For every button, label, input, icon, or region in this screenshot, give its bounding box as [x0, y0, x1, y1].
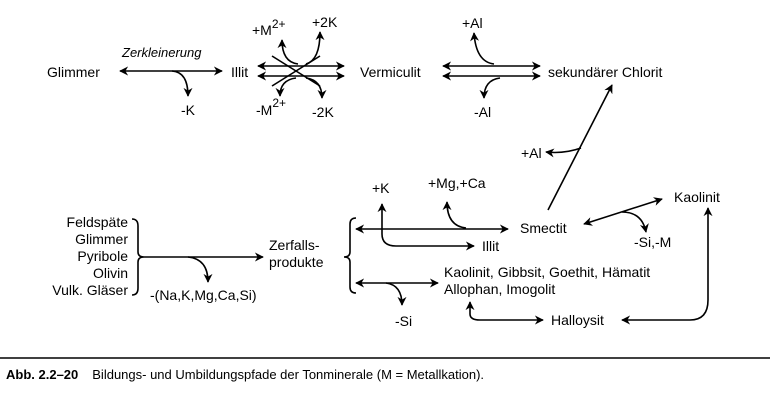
label-kaolinit: Kaolinit	[674, 189, 720, 205]
label-plus-mg-ca: +Mg,+Ca	[428, 175, 486, 191]
source-minerals-list: Feldspäte Glimmer Pyribole Olivin Vulk. …	[52, 214, 128, 298]
label-plus-k: +K	[372, 180, 390, 196]
label-zerfalls-line1: Zerfalls-	[269, 237, 320, 253]
input-plus-2k	[305, 31, 325, 65]
input-plus-m	[277, 39, 299, 65]
arrow-smectit-chlorit	[547, 84, 613, 211]
label-minus-si-m: -Si,-M	[634, 234, 671, 250]
source-mineral: Feldspäte	[67, 214, 129, 230]
label-illit-top: Illit	[231, 64, 248, 80]
branch-minus-k	[171, 70, 193, 97]
source-mineral: Vulk. Gläser	[52, 282, 128, 298]
arrow-to-halloysit	[465, 301, 544, 325]
brace-right-sources	[131, 218, 145, 296]
cross-line-2	[271, 55, 321, 87]
label-zerkleinerung: Zerkleinerung	[121, 45, 202, 60]
arrow-halloysit-kaolinit	[621, 207, 713, 325]
figure-caption: Abb. 2.2–20 Bildungs- und Umbildungspfade…	[6, 367, 484, 382]
label-illit-bottom: Illit	[482, 238, 499, 254]
input-plus-al-middle	[545, 147, 582, 158]
label-sekundaerer-chlorit: sekundärer Chlorit	[548, 64, 662, 80]
label-kaolinit-group-line2: Allophan, Imogolit	[444, 281, 555, 297]
label-minus-si: -Si	[395, 313, 412, 329]
brace-left-products	[343, 217, 357, 294]
label-vermiculit: Vermiculit	[360, 64, 421, 80]
label-kaolinit-group-line1: Kaolinit, Gibbsit, Goethit, Hämatit	[444, 264, 650, 280]
label-plus-al: +Al	[462, 15, 483, 31]
label-zerfalls-line2: produkte	[269, 254, 324, 270]
input-plus-al	[470, 32, 495, 65]
branch-minus-si	[385, 282, 407, 306]
input-plus-mg-ca	[442, 201, 467, 229]
source-mineral: Pyribole	[77, 248, 128, 264]
output-minus-m	[275, 77, 297, 97]
source-mineral: Olivin	[93, 265, 128, 281]
label-glimmer: Glimmer	[47, 64, 100, 80]
label-halloysit: Halloysit	[551, 312, 604, 328]
label-minus-al: -Al	[474, 104, 491, 120]
arrow-plus-k-to-illit	[377, 203, 475, 251]
label-plus-m: +M2+	[252, 17, 286, 38]
branch-release-ions	[187, 256, 213, 283]
output-minus-al	[479, 77, 501, 99]
label-smectit: Smectit	[520, 220, 567, 236]
label-minus-m: -M2+	[256, 96, 286, 118]
output-minus-2k	[305, 77, 327, 99]
source-mineral: Glimmer	[75, 231, 128, 247]
caption-text: Bildungs- und Umbildungspfade der Tonmin…	[92, 367, 485, 382]
label-minus-2k: -2K	[312, 104, 334, 120]
label-plus-2k: +2K	[312, 14, 338, 30]
label-minus-k: -K	[181, 102, 196, 118]
branch-minus-si-m	[621, 211, 649, 233]
figure-number: Abb. 2.2–20	[6, 367, 79, 382]
label-release-ions: -(Na,K,Mg,Ca,Si)	[150, 287, 257, 303]
label-plus-al-middle: +Al	[521, 145, 542, 161]
